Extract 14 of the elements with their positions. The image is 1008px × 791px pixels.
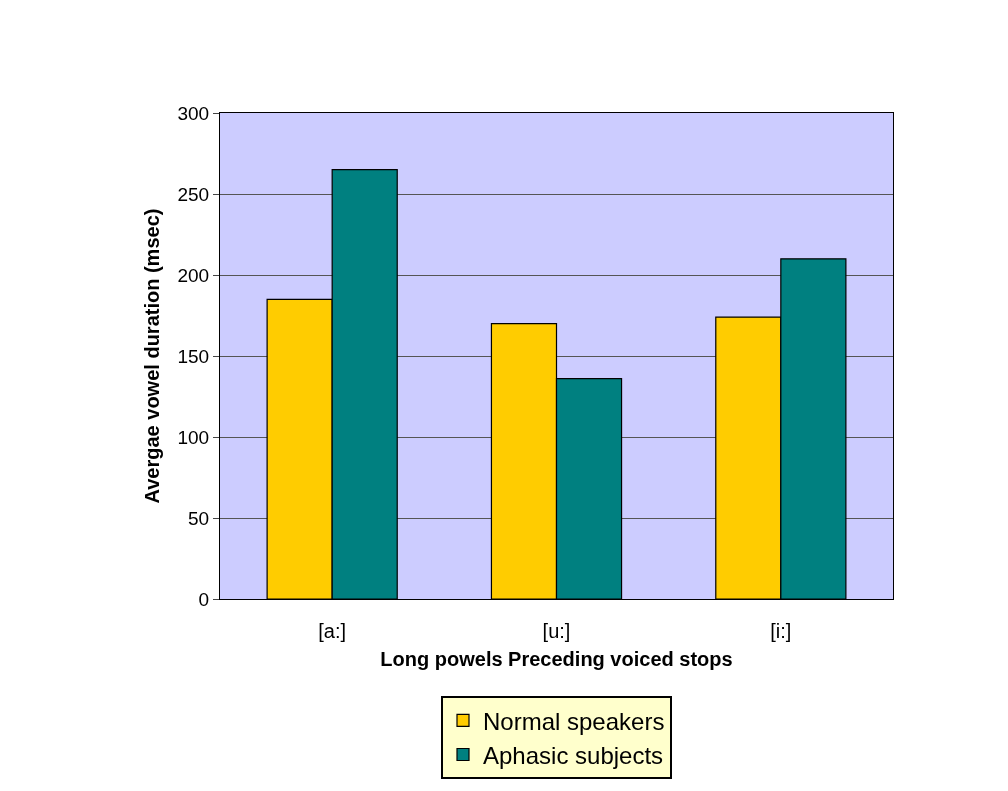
x-axis-title: Long powels Preceding voiced stops [380,647,733,670]
y-tick-label: 250 [177,183,210,205]
y-axis-title: Avergae vowel duration (msec) [141,208,163,504]
y-tick-label: 300 [177,102,210,124]
x-tick-label: [i:] [770,620,792,642]
y-tick-label: 150 [177,345,210,367]
y-tick-label: 50 [188,507,210,529]
y-tick-label: 200 [177,264,210,286]
legend-label: Normal speakers [483,707,665,735]
legend-label: Aphasic subjects [483,741,664,769]
x-tick-label: [u:] [542,620,571,642]
y-tick-label: 100 [177,426,210,448]
y-tick-label: 0 [198,588,210,610]
x-tick-label: [a:] [318,620,347,642]
